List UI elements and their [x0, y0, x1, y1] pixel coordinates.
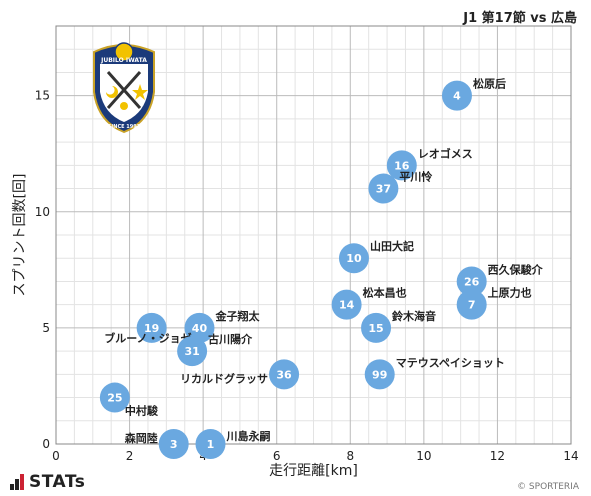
data-point [99, 382, 130, 413]
x-tick-label: 0 [52, 449, 60, 463]
point-number: 10 [346, 252, 362, 265]
point-label: 松本昌也 [363, 286, 407, 300]
point-label: 森岡陸 [125, 431, 158, 445]
data-point [361, 312, 392, 343]
x-tick-label: 2 [126, 449, 134, 463]
x-tick-label: 6 [273, 449, 281, 463]
point-number: 31 [184, 345, 199, 358]
plot-frame [55, 25, 572, 445]
data-point [177, 336, 208, 367]
crest-flower-icon [120, 102, 128, 110]
crest-ball-icon [114, 42, 134, 62]
data-point [386, 150, 417, 181]
point-number: 1 [207, 438, 215, 451]
data-point [368, 173, 399, 204]
x-axis-label: 走行距離[km] [269, 462, 358, 479]
point-label: 川島永嗣 [226, 429, 271, 443]
page-title: J1 第17節 vs 広島 [463, 11, 577, 26]
point-number: 7 [468, 299, 476, 312]
data-points: 4 松原后 16 レオゴメス 37 平川怜 10 山田大記 26 西久保駿介 7 上原力也 14 松本昌也… [99, 77, 544, 459]
y-tick-label: 15 [35, 89, 50, 103]
data-point [331, 289, 362, 320]
point-label: 鈴木海音 [392, 309, 436, 323]
data-point [269, 359, 300, 390]
point-number: 19 [144, 322, 159, 335]
point-label: 山田大記 [370, 239, 414, 253]
point-number: 14 [339, 299, 355, 312]
point-label: 松原后 [473, 77, 506, 91]
point-number: 36 [276, 368, 292, 381]
team-logo: JUBILO IWATA SINCE 1992 [93, 42, 155, 134]
point-label: 平川怜 [399, 170, 432, 184]
stats-brand: STATs [10, 472, 85, 492]
y-tick-label: 5 [42, 321, 50, 335]
crest-text-bottom: SINCE 1992 [108, 124, 141, 130]
crest-text-top: JUBILO IWATA [100, 57, 147, 64]
data-point [158, 429, 189, 459]
point-number: 15 [368, 322, 383, 335]
point-number: 4 [453, 90, 461, 103]
point-number: 25 [107, 392, 122, 405]
point-label: マテウスペイショット [396, 356, 505, 369]
stats-bars-icon [10, 474, 25, 490]
x-tick-label: 10 [416, 449, 431, 463]
crest-star-icon [132, 84, 148, 100]
point-number: 16 [394, 159, 410, 172]
point-label: 金子翔太 [214, 309, 260, 323]
crest-moon-icon [106, 86, 118, 98]
x-tick-label: 14 [563, 449, 578, 463]
y-tick-label: 0 [42, 437, 50, 451]
x-tick-label: 8 [346, 449, 354, 463]
point-number: 3 [170, 438, 178, 451]
point-number: 26 [464, 275, 480, 288]
data-point [184, 312, 215, 343]
data-point [338, 243, 369, 274]
data-point [456, 289, 487, 320]
data-point [364, 359, 395, 390]
point-label: 古川陽介 [208, 332, 253, 346]
point-label: レオゴメス [418, 146, 473, 160]
data-point [456, 266, 487, 297]
point-label: 上原力也 [488, 286, 532, 300]
point-number: 40 [192, 322, 208, 335]
point-label: 西久保駿介 [488, 262, 544, 276]
y-tick-label: 10 [35, 205, 50, 219]
data-point [136, 312, 167, 343]
point-number: 99 [372, 368, 387, 381]
y-axis-label: スプリント回数[回] [12, 174, 28, 297]
x-tick-label: 12 [490, 449, 505, 463]
crest-hammer-icon [106, 71, 142, 109]
point-number: 37 [376, 183, 391, 196]
point-label: ブルーノ・ジョゼ [104, 331, 191, 345]
stats-brand-text: STATs [29, 472, 86, 492]
copyright: © SPORTERIA [517, 482, 579, 492]
point-label: 中村駿 [125, 404, 159, 418]
data-point [195, 429, 226, 459]
data-point [441, 80, 472, 111]
point-label: リカルドグラッサ [180, 371, 268, 385]
